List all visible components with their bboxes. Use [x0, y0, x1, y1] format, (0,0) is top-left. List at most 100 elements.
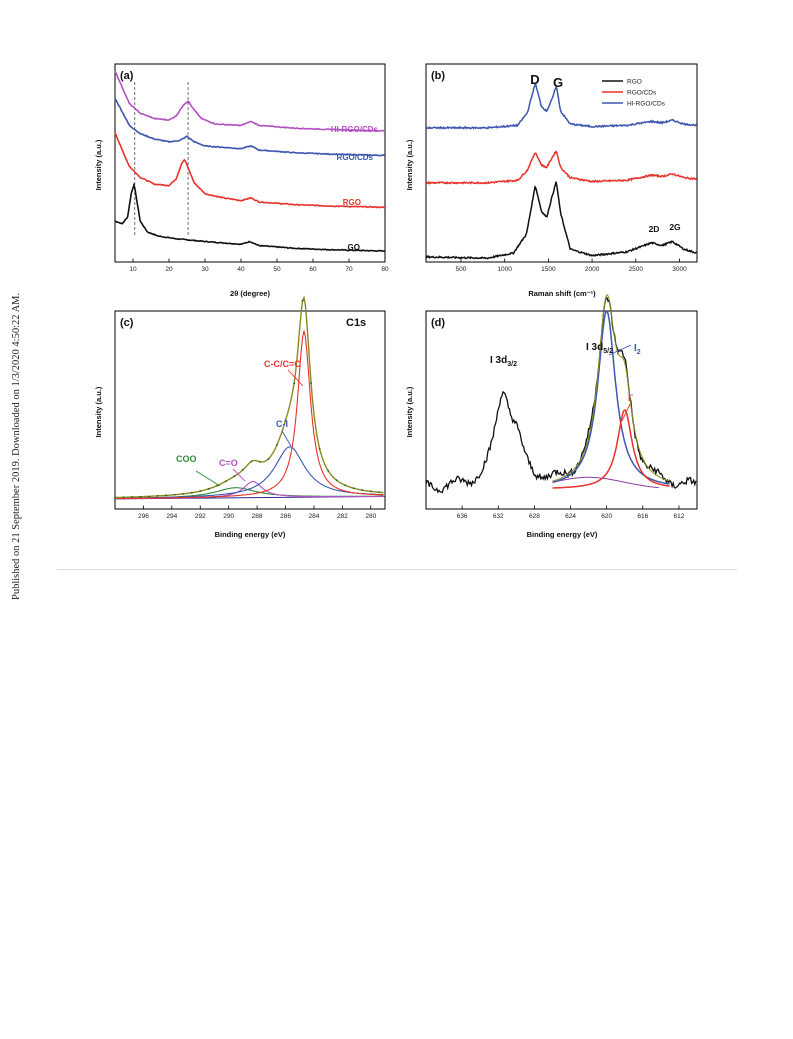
x-tick-label: 70: [345, 266, 353, 273]
legend-label-rgo-cds: RGO/CDs: [627, 90, 657, 97]
measured-data-point: [276, 443, 278, 446]
x-tick-label: 294: [166, 513, 177, 520]
x-axis-label-a: 2θ (degree): [230, 289, 270, 298]
plot-area-b: 500 1000 1500 2000 2500 3000: [425, 83, 698, 273]
measured-data-point: [122, 496, 125, 499]
plot-frame-c: [114, 310, 386, 510]
measured-data-point: [148, 495, 151, 498]
y-axis-label-b: Intensity (a.u.): [405, 139, 414, 190]
measured-data-point: [139, 495, 142, 498]
measured-data-point: [207, 487, 210, 490]
x-tick-label: 282: [337, 513, 348, 520]
legend-label-hi-rgo-cds: HI-RGO/CDs: [627, 101, 666, 108]
series-label-go: GO: [348, 243, 360, 252]
measured-data-point: [190, 491, 193, 494]
plot-frame-d: [425, 310, 698, 510]
measured-data-point: [301, 299, 304, 302]
chart-a: 10 20 30 40 50 60 70 80 (a) Intensity (a.u.) 2θ…: [94, 63, 389, 298]
measured-data-point: [327, 469, 330, 472]
measured-data-point: [131, 496, 133, 498]
panel-a: 10 20 30 40 50 60 70 80 (a) Intensity (a.u.) 2θ…: [90, 63, 390, 304]
series-label-rgo: RGO: [343, 198, 361, 207]
series-label-rgo-cds: RGO/CDs: [337, 153, 374, 162]
panel-label-b: (b): [431, 70, 445, 82]
x-tick-label: 632: [493, 513, 504, 520]
series-label-hi-rgo-cds: HI-RGO/CDs: [331, 125, 379, 134]
annotation-arrow-c-i: [281, 430, 292, 447]
annotation-c-c: C-C/C=C: [264, 359, 301, 369]
component-peak-c-c-c-c: [115, 329, 384, 500]
series-line-rgo: [114, 132, 385, 209]
y-axis-label-a: Intensity (a.u.): [94, 139, 103, 190]
annotation-i2: I2: [634, 343, 641, 356]
x-tick-label: 500: [456, 266, 467, 273]
plot-frame-b: [425, 63, 698, 263]
x-tick-label: 288: [252, 513, 263, 520]
x-tick-label: 2500: [629, 266, 644, 273]
series-line-go: [114, 182, 386, 253]
measured-data-point: [241, 468, 244, 471]
x-tick-label: 280: [365, 513, 376, 520]
publication-note-text: Published on 21 September 2019. Download…: [11, 293, 22, 600]
chart-c: 296 294 292 290 288 286 284 282 280 (c) C1s Inte…: [94, 295, 386, 539]
x-tick-label: 80: [381, 266, 389, 273]
annotation-arrow-c-o: [232, 468, 246, 482]
y-axis-label-c: Intensity (a.u.): [94, 386, 103, 437]
peak-label-g: G: [553, 75, 563, 90]
x-tick-label: 620: [601, 513, 612, 520]
measured-data-point: [284, 419, 287, 422]
background-line: [552, 476, 660, 489]
panel-label-c: (c): [120, 317, 134, 329]
legend-label-rgo: RGO: [627, 79, 642, 86]
measured-data-point: [224, 480, 227, 483]
fitted-envelope-line: [552, 294, 670, 482]
x-tick-label: 2000: [585, 266, 600, 273]
fitted-envelope-line: [115, 295, 384, 499]
series-line-rgo: [425, 181, 698, 260]
series-line-rgo-cds: [114, 97, 386, 157]
panel-c: 296 294 292 290 288 286 284 282 280 (c) C1s Inte…: [90, 295, 390, 551]
measured-data-point: [310, 382, 313, 385]
measured-data-point: [335, 479, 338, 482]
panel-label-a: (a): [120, 70, 134, 82]
measured-data-point: [114, 496, 116, 499]
panel-b: 500 1000 1500 2000 2500 3000 (b) Intensity (a…: [402, 63, 702, 304]
measured-data-point: [156, 495, 159, 497]
measured-data-point: [352, 487, 355, 490]
annotation-c-o: C=O: [219, 458, 238, 468]
x-tick-label: 624: [565, 513, 576, 520]
measured-data-point: [250, 460, 253, 463]
x-tick-label: 290: [223, 513, 234, 520]
x-tick-label: 10: [129, 266, 137, 273]
page-divider: [57, 569, 737, 570]
x-tick-label: 1500: [541, 266, 556, 273]
measured-data-point: [318, 447, 321, 450]
measured-spectrum-line: [425, 297, 697, 494]
series-line-hi-rgo-cds: [114, 70, 386, 133]
peak-label-2d: 2D: [649, 224, 660, 234]
annotation-arrow-i-minus: [621, 403, 631, 422]
measured-data-point: [361, 489, 364, 492]
plot-area-d: 636 632 628 624 620 616 612: [425, 294, 697, 520]
x-tick-label: 20: [165, 266, 173, 273]
annotation-coo: COO: [176, 454, 197, 464]
x-tick-label: 612: [674, 513, 685, 520]
series-line-hi-rgo-cds: [425, 83, 697, 130]
legend-b: RGO RGO/CDs HI-RGO/CDs: [602, 79, 666, 108]
chart-b: 500 1000 1500 2000 2500 3000 (b) Intensity (a…: [405, 63, 698, 298]
component-peak-i2: [552, 309, 670, 485]
annotation-arrow-c-c: [287, 369, 304, 387]
measured-data-point: [173, 493, 176, 496]
chart-d: 636 632 628 624 620 616 612 (d) Intensity (a.u…: [405, 294, 698, 539]
measured-data-point: [267, 458, 270, 460]
chart-title-c1s: C1s: [346, 317, 366, 329]
peak-label-d: D: [530, 72, 539, 87]
panel-d: 636 632 628 624 620 616 612 (d) Intensity (a.u…: [402, 294, 702, 551]
x-tick-label: 616: [637, 513, 648, 520]
x-tick-label: 284: [309, 513, 320, 520]
annotation-arrow-coo: [195, 470, 221, 487]
x-tick-label: 628: [529, 513, 540, 520]
series-line-rgo-cds: [425, 150, 698, 185]
x-tick-label: 292: [195, 513, 206, 520]
measured-data-point: [165, 494, 168, 497]
